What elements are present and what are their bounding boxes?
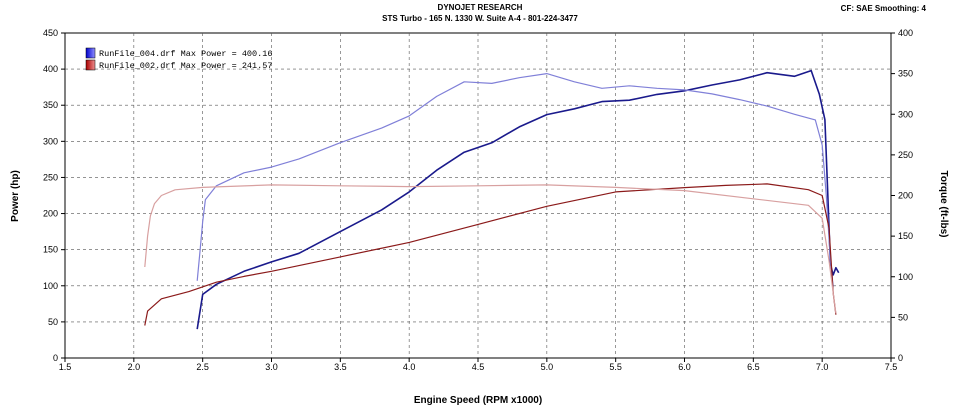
x-tick-label: 3.0	[265, 362, 278, 372]
x-tick-label: 4.5	[472, 362, 485, 372]
y-tick-label: 350	[43, 100, 58, 110]
series-line-2	[144, 183, 837, 326]
series-line-1	[196, 72, 834, 287]
chart-title: DYNOJET RESEARCH	[437, 3, 523, 12]
x-tick-label: 6.0	[678, 362, 691, 372]
y2-tick-label: 100	[898, 272, 913, 282]
y-tick-label: 250	[43, 172, 58, 182]
x-tick-label: 5.5	[609, 362, 622, 372]
x-axis-label: Engine Speed (RPM x1000)	[414, 395, 542, 406]
y-axis-ticks: 0 50 100 150 200 250 300 350 400 450	[43, 28, 58, 363]
legend: RunFile_004.drf Max Power = 400.16 RunFi…	[85, 47, 272, 71]
legend-swatch-runfile-004	[85, 47, 96, 59]
y2-axis-label: Torque (ft-lbs)	[938, 170, 949, 237]
x-tick-label: 6.5	[747, 362, 760, 372]
y-tick-label: 100	[43, 281, 58, 291]
y-axis-label: Power (hp)	[10, 170, 21, 222]
y2-tick-label: 200	[898, 191, 913, 201]
x-tick-label: 1.5	[59, 362, 72, 372]
y-tick-label: 0	[53, 353, 58, 363]
series-line-3	[144, 184, 837, 314]
legend-label-runfile-002: RunFile_002.drf Max Power = 241.57	[99, 61, 272, 71]
x-tick-label: 5.0	[541, 362, 554, 372]
x-tick-label: 2.0	[128, 362, 141, 372]
y2-tick-label: 50	[898, 312, 908, 322]
series-line-0	[196, 69, 840, 330]
legend-label-runfile-004: RunFile_004.drf Max Power = 400.16	[99, 49, 272, 59]
y2-tick-label: 250	[898, 150, 913, 160]
y2-tick-label: 300	[898, 109, 913, 119]
x-tick-label: 4.0	[403, 362, 416, 372]
y-tick-label: 150	[43, 245, 58, 255]
x-axis-ticks: 1.5 2.0 2.5 3.0 3.5 4.0 4.5 5.0 5.5 6.0 6.5 7.0 7.5	[59, 362, 898, 372]
legend-swatch-runfile-002	[85, 59, 96, 71]
y-tick-label: 200	[43, 209, 58, 219]
y-tick-label: 300	[43, 136, 58, 146]
chart-subtitle: STS Turbo - 165 N. 1330 W. Suite A-4 - 8…	[382, 14, 578, 23]
x-tick-label: 2.5	[196, 362, 209, 372]
y2-tick-label: 400	[898, 28, 913, 38]
y2-tick-label: 150	[898, 231, 913, 241]
correction-factor-label: CF: SAE Smoothing: 4	[840, 4, 926, 13]
x-tick-label: 7.5	[885, 362, 898, 372]
y2-tick-label: 350	[898, 69, 913, 79]
x-tick-label: 3.5	[334, 362, 347, 372]
grid	[61, 32, 895, 362]
y2-axis-ticks: 0 50 100 150 200 250 300 350 400	[898, 28, 913, 363]
series-lines	[144, 69, 840, 330]
y-tick-label: 400	[43, 64, 58, 74]
y-tick-label: 50	[48, 317, 58, 327]
y-tick-label: 450	[43, 28, 58, 38]
y2-tick-label: 0	[898, 353, 903, 363]
x-tick-label: 7.0	[816, 362, 829, 372]
